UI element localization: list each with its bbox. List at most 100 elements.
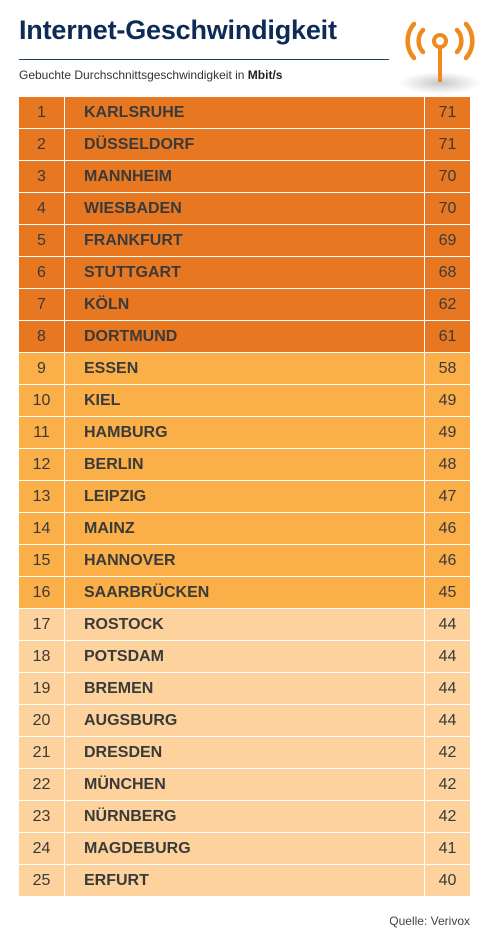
rank-cell: 12 [19,449,64,480]
icon-shadow [400,72,480,94]
rank-cell: 3 [19,161,64,192]
value-cell: 42 [425,737,470,768]
value-cell: 44 [425,705,470,736]
city-cell: POTSDAM [65,641,424,672]
city-cell: KARLSRUHE [65,97,424,128]
table-row: 1 KARLSRUHE 71 [19,97,470,128]
table-row: 3 MANNHEIM 70 [19,161,470,192]
rank-cell: 21 [19,737,64,768]
rank-cell: 13 [19,481,64,512]
rank-cell: 8 [19,321,64,352]
city-cell: KIEL [65,385,424,416]
table-row: 17 ROSTOCK 44 [19,609,470,640]
rank-cell: 1 [19,97,64,128]
city-cell: NÜRNBERG [65,801,424,832]
table-row: 9 ESSEN 58 [19,353,470,384]
city-cell: MÜNCHEN [65,769,424,800]
table-row: 10 KIEL 49 [19,385,470,416]
table-row: 6 STUTTGART 68 [19,257,470,288]
table-row: 20 AUGSBURG 44 [19,705,470,736]
table-row: 22 MÜNCHEN 42 [19,769,470,800]
rank-cell: 19 [19,673,64,704]
rank-cell: 16 [19,577,64,608]
rank-cell: 4 [19,193,64,224]
city-cell: KÖLN [65,289,424,320]
rank-cell: 18 [19,641,64,672]
table-row: 25 ERFURT 40 [19,865,470,896]
city-cell: BERLIN [65,449,424,480]
table-row: 4 WIESBADEN 70 [19,193,470,224]
table-row: 21 DRESDEN 42 [19,737,470,768]
value-cell: 49 [425,417,470,448]
table-row: 16 SAARBRÜCKEN 45 [19,577,470,608]
value-cell: 62 [425,289,470,320]
value-cell: 58 [425,353,470,384]
rank-cell: 20 [19,705,64,736]
rank-cell: 15 [19,545,64,576]
city-cell: FRANKFURT [65,225,424,256]
rank-cell: 17 [19,609,64,640]
value-cell: 47 [425,481,470,512]
table-row: 8 DORTMUND 61 [19,321,470,352]
value-cell: 49 [425,385,470,416]
city-cell: DÜSSELDORF [65,129,424,160]
city-cell: ROSTOCK [65,609,424,640]
value-cell: 68 [425,257,470,288]
table-row: 11 HAMBURG 49 [19,417,470,448]
rank-cell: 6 [19,257,64,288]
rank-cell: 7 [19,289,64,320]
subtitle-text: Gebuchte Durchschnittsgeschwindigkeit in [19,68,245,82]
rank-cell: 5 [19,225,64,256]
rank-cell: 22 [19,769,64,800]
table-row: 12 BERLIN 48 [19,449,470,480]
city-cell: WIESBADEN [65,193,424,224]
page-title: Internet-Geschwindigkeit [19,15,337,45]
rank-cell: 10 [19,385,64,416]
city-cell: AUGSBURG [65,705,424,736]
value-cell: 44 [425,641,470,672]
title-divider [19,59,389,60]
city-cell: SAARBRÜCKEN [65,577,424,608]
table-row: 7 KÖLN 62 [19,289,470,320]
rank-cell: 24 [19,833,64,864]
city-cell: HAMBURG [65,417,424,448]
table-row: 24 MAGDEBURG 41 [19,833,470,864]
value-cell: 46 [425,545,470,576]
table-row: 19 BREMEN 44 [19,673,470,704]
rank-cell: 11 [19,417,64,448]
value-cell: 48 [425,449,470,480]
city-cell: MAINZ [65,513,424,544]
city-cell: ESSEN [65,353,424,384]
subtitle-unit: Mbit/s [247,68,283,82]
value-cell: 70 [425,193,470,224]
value-cell: 69 [425,225,470,256]
rank-cell: 25 [19,865,64,896]
value-cell: 41 [425,833,470,864]
city-cell: MAGDEBURG [65,833,424,864]
value-cell: 40 [425,865,470,896]
table-row: 18 POTSDAM 44 [19,641,470,672]
city-cell: DRESDEN [65,737,424,768]
value-cell: 45 [425,577,470,608]
value-cell: 70 [425,161,470,192]
rank-cell: 14 [19,513,64,544]
value-cell: 44 [425,609,470,640]
antenna-signal-icon [400,10,480,100]
value-cell: 71 [425,97,470,128]
city-cell: LEIPZIG [65,481,424,512]
table-row: 23 NÜRNBERG 42 [19,801,470,832]
value-cell: 71 [425,129,470,160]
value-cell: 61 [425,321,470,352]
value-cell: 42 [425,801,470,832]
subtitle: Gebuchte Durchschnittsgeschwindigkeit in… [19,68,282,82]
rank-cell: 2 [19,129,64,160]
city-cell: BREMEN [65,673,424,704]
source-note: Quelle: Verivox [389,914,470,928]
table-row: 14 MAINZ 46 [19,513,470,544]
table-row: 5 FRANKFURT 69 [19,225,470,256]
city-cell: MANNHEIM [65,161,424,192]
city-cell: DORTMUND [65,321,424,352]
city-cell: ERFURT [65,865,424,896]
table-row: 15 HANNOVER 46 [19,545,470,576]
table-row: 2 DÜSSELDORF 71 [19,129,470,160]
